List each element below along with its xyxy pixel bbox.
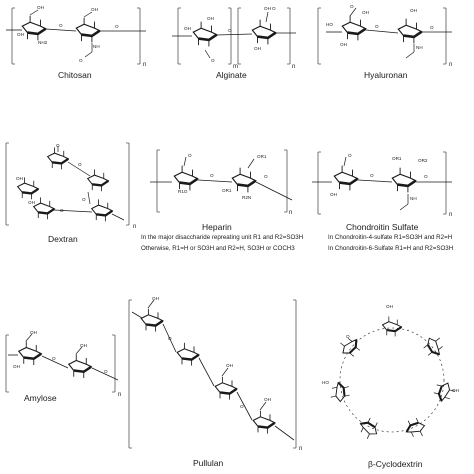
- alginate-repeat-m: m: [233, 64, 238, 70]
- hyaluronan-group-2: O: [350, 4, 354, 9]
- hyaluronan-group-8: NH: [416, 45, 423, 50]
- chondroitin-group-2: OR1: [392, 156, 402, 161]
- pullulan-structure: OH O OH OH O n: [128, 296, 302, 452]
- chitosan-group-2: OH: [17, 32, 24, 37]
- amylose-repeat-n: n: [118, 392, 121, 398]
- alginate-label: Alginate: [216, 70, 247, 80]
- cyclodextrin-glucose-ring: [419, 331, 449, 362]
- hyaluronan-structure: OH O HO OH OH O O NH n: [317, 4, 452, 68]
- heparin-group-7: R2N: [242, 195, 251, 200]
- chitosan-group-5: O: [59, 23, 63, 28]
- chondroitin-note-2: In Chondroitin-6-Sulfate R1=H and R2=SO3…: [328, 245, 454, 252]
- chitosan-structure: OH OH NH2 OH O NH O O n: [6, 5, 146, 68]
- pullulan-group-3: OH: [226, 363, 233, 368]
- pullulan-label: Pullulan: [193, 458, 224, 468]
- chondroitin-structure: O OR1 O OH OR2 O NH n: [312, 151, 452, 218]
- chondroitin-label: Chondroitin Sulfate: [346, 222, 419, 232]
- heparin-group-5: OR1: [222, 188, 232, 193]
- dextran-structure: O O O O OH OH n: [5, 142, 136, 230]
- hyaluronan-group-1: OH: [362, 10, 369, 15]
- hyaluronan-group-3: HO: [326, 22, 333, 27]
- heparin-group-4: R1O: [178, 189, 188, 194]
- chitosan-group-4: OH: [91, 7, 98, 12]
- heparin-group-1: O: [188, 153, 192, 158]
- chitosan-group-6: NH: [93, 44, 100, 49]
- dextran-group-6: OH: [28, 200, 35, 205]
- dextran-group-2: O: [78, 162, 82, 167]
- pullulan-group-5: O: [240, 404, 244, 409]
- cyclodextrin-group-4: OH: [452, 388, 459, 393]
- cyclodextrin-glucose-ring: [326, 379, 353, 405]
- cyclodextrin-group-1: OH: [386, 304, 393, 309]
- amylose-group-5: O: [104, 369, 108, 374]
- chitosan-label: Chitosan: [58, 70, 92, 80]
- hyaluronan-group-4: OH: [340, 42, 347, 47]
- heparin-group-3: O: [210, 173, 214, 178]
- amylose-group-1: OH: [30, 330, 37, 335]
- alginate-structure: OH OH O O OH OH O m n: [172, 6, 296, 70]
- chondroitin-group-4: OH: [330, 192, 337, 197]
- alginate-group-6: OH: [254, 46, 261, 51]
- hyaluronan-label: Hyaluronan: [364, 70, 408, 80]
- chondroitin-repeat-n: n: [449, 212, 452, 218]
- heparin-group-6: O: [264, 174, 268, 179]
- amylose-structure: OH O OH OH O n: [5, 330, 121, 398]
- heparin-label: Heparin: [202, 222, 232, 232]
- dextran-repeat-n: n: [133, 224, 136, 230]
- amylose-label: Amylose: [24, 393, 57, 403]
- alginate-group-1: OH: [184, 26, 191, 31]
- cyclodextrin-glucose-ring: [381, 315, 403, 338]
- chitosan-group-8: O: [115, 24, 119, 29]
- heparin-structure: O OR1 O R1O OR1 O R2N n: [150, 149, 292, 216]
- heparin-group-2: OR1: [257, 154, 267, 159]
- chondroitin-group-5: OR2: [418, 158, 428, 163]
- chondroitin-note-1: In Chondroitin-4-sulfate R1=SO3H and R2=…: [328, 234, 453, 241]
- hyaluronan-group-7: O: [430, 25, 434, 30]
- hyaluronan-group-6: O: [375, 24, 379, 29]
- cyclodextrin-glucose-ring: [354, 414, 383, 443]
- pullulan-group-2: O: [168, 336, 172, 341]
- chitosan-group-7: O: [79, 58, 83, 63]
- dextran-label: Dextran: [48, 234, 78, 244]
- chitosan-group-1: OH: [37, 5, 44, 10]
- chitosan-repeat-n: n: [143, 62, 146, 68]
- chondroitin-group-6: O: [424, 174, 428, 179]
- hyaluronan-group-5: OH: [410, 8, 417, 13]
- alginate-group-3: O: [211, 58, 215, 63]
- heparin-repeat-n: n: [289, 210, 292, 216]
- chondroitin-group-7: NH: [410, 196, 417, 201]
- hyaluronan-repeat-n: n: [449, 62, 452, 68]
- dextran-group-3: O: [82, 197, 86, 202]
- pullulan-repeat-n: n: [299, 446, 302, 452]
- chitosan-group-3: NH2: [38, 40, 48, 45]
- alginate-repeat-n: n: [292, 64, 295, 70]
- amylose-group-4: OH: [80, 343, 87, 348]
- alginate-group-5: OH: [264, 6, 271, 11]
- pullulan-group-4: OH: [264, 397, 271, 402]
- amylose-group-3: OH: [13, 364, 20, 369]
- alginate-group-4: O: [228, 28, 232, 33]
- cyclodextrin-group-3: HO: [322, 380, 329, 385]
- cyclodextrin-structure: OH O HO OH: [322, 304, 459, 443]
- alginate-group-2: OH: [207, 16, 214, 21]
- heparin-note-2: Otherwise, R1=H or SO3H and R2=H, SO3H o…: [141, 245, 295, 252]
- dextran-group-1: O: [56, 143, 60, 148]
- cyclodextrin-glucose-ring: [335, 331, 365, 362]
- chondroitin-group-3: O: [370, 173, 374, 178]
- cyclodextrin-group-2: O: [346, 334, 350, 339]
- alginate-group-7: O: [272, 6, 276, 11]
- dextran-group-5: OH: [16, 176, 23, 181]
- amylose-group-2: O: [52, 356, 56, 361]
- heparin-note-1: In the major disaccharide repreating uni…: [141, 234, 304, 241]
- dextran-group-4: O: [60, 208, 64, 213]
- cyclodextrin-glucose-ring: [401, 414, 430, 443]
- chondroitin-group-1: O: [348, 153, 352, 158]
- cyclodextrin-label: β-Cyclodextrin: [368, 459, 423, 469]
- pullulan-group-1: OH: [152, 296, 159, 301]
